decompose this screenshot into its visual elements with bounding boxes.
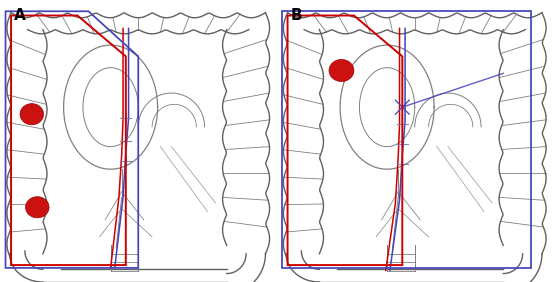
Text: A: A [14, 8, 25, 23]
Text: B: B [290, 8, 302, 23]
Ellipse shape [20, 103, 44, 125]
Ellipse shape [329, 60, 354, 81]
Ellipse shape [25, 197, 49, 218]
